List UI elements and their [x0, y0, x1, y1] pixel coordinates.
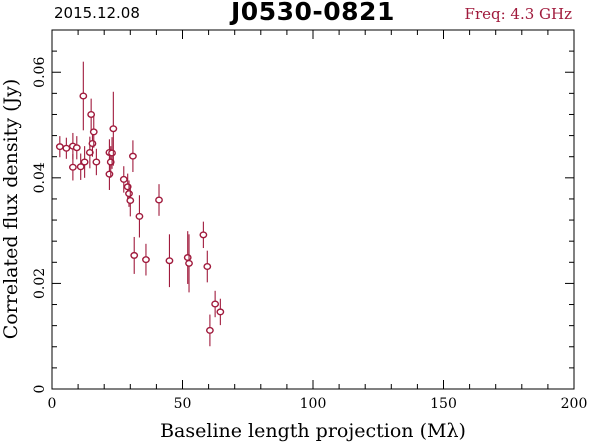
data-point — [135, 212, 144, 220]
data-point — [199, 231, 208, 239]
data-point — [129, 152, 137, 160]
data-point — [79, 92, 88, 100]
data-point — [203, 263, 212, 271]
y-tick-label: 0.02 — [32, 268, 48, 299]
data-points — [55, 61, 225, 347]
y-tick-labels: 0 0.02 0.04 0.06 — [32, 57, 48, 394]
data-point — [125, 190, 133, 198]
data-point — [183, 254, 192, 262]
data-point — [105, 170, 114, 178]
data-point — [72, 144, 81, 152]
date-label: 2015.12.08 — [54, 4, 140, 22]
data-point — [89, 128, 98, 136]
data-point — [216, 308, 225, 316]
data-point — [87, 110, 96, 118]
y-tick-label: 0 — [32, 385, 48, 394]
data-point — [165, 257, 174, 265]
data-point — [109, 125, 118, 133]
data-point — [76, 163, 85, 171]
x-tick-labels: 0 50 100 150 200 — [48, 396, 588, 412]
y-axis-title: Correlated flux density (Jy) — [0, 79, 22, 340]
data-point — [126, 197, 135, 205]
data-point — [108, 149, 116, 157]
x-axis-title: Baseline length projection (Mλ) — [160, 420, 466, 442]
axis-ticks — [51, 29, 575, 390]
data-point — [211, 300, 220, 308]
data-point — [119, 175, 128, 183]
x-tick-label: 150 — [430, 396, 457, 412]
x-tick-label: 0 — [48, 396, 57, 412]
y-tick-label: 0.06 — [32, 57, 48, 88]
x-tick-label: 50 — [174, 396, 192, 412]
data-point — [62, 144, 71, 152]
data-point — [92, 158, 101, 166]
data-point — [130, 251, 139, 259]
data-point — [80, 158, 89, 166]
data-point — [88, 140, 97, 148]
data-point — [185, 259, 193, 267]
data-point — [68, 163, 77, 171]
data-point — [155, 196, 163, 204]
data-point — [55, 143, 64, 151]
frequency-label: Freq: 4.3 GHz — [464, 5, 572, 23]
x-tick-label: 100 — [300, 396, 327, 412]
data-point — [142, 256, 150, 264]
y-tick-label: 0.04 — [32, 162, 48, 193]
data-point — [85, 148, 94, 156]
data-point — [206, 326, 214, 334]
x-tick-label: 200 — [561, 396, 588, 412]
source-title: J0530-0821 — [231, 0, 395, 26]
